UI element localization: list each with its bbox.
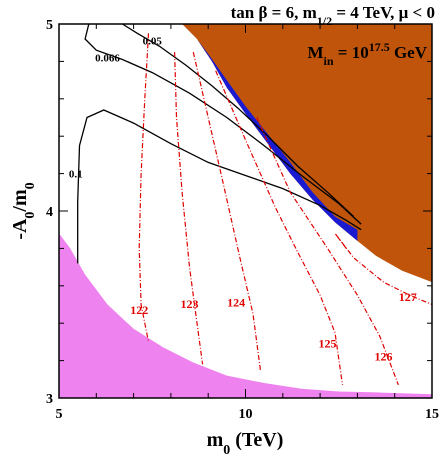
higgs-label-123: 123 — [181, 297, 199, 311]
omega-contours-layer: 0.05 0.066 0.1 — [69, 23, 362, 264]
omega-label-0-066: 0.066 — [95, 52, 120, 64]
chart-title: tan β = 6, m1/2 = 4 TeV, μ < 0 — [231, 3, 435, 28]
higgs-contour-127 — [334, 233, 433, 306]
omega-label-0-05: 0.05 — [143, 36, 163, 48]
higgs-label-122: 122 — [130, 303, 148, 317]
omega-contour-0-1 — [77, 109, 362, 264]
y-axis-label: -A0/m0 — [9, 182, 38, 239]
plot-frame — [58, 23, 433, 399]
region-blue-strip — [197, 39, 358, 241]
y-tick-label-5: 5 — [46, 18, 53, 33]
min-annotation: Min = 1017.5 GeV — [307, 40, 427, 68]
higgs-contour-125 — [215, 70, 344, 385]
y-tick-label-4: 4 — [46, 205, 53, 220]
higgs-label-124: 124 — [227, 295, 245, 309]
y-tick-label-3: 3 — [46, 392, 53, 407]
omega-label-0-1: 0.1 — [69, 168, 83, 180]
x-tick-label-10: 10 — [239, 407, 253, 422]
higgs-contours-layer: 122 123 124 125 126 127 — [130, 33, 433, 386]
higgs-label-125: 125 — [319, 337, 337, 351]
region-pink-lower — [59, 233, 432, 398]
higgs-contour-122 — [138, 33, 150, 343]
x-axis-label: m0 (TeV) — [207, 429, 284, 457]
x-tick-label-15: 15 — [425, 407, 439, 422]
higgs-contour-126 — [256, 117, 399, 386]
higgs-label-126: 126 — [375, 350, 393, 364]
omega-contour-0-05 — [122, 23, 355, 218]
higgs-label-127: 127 — [399, 290, 417, 304]
x-tick-label-5: 5 — [56, 407, 63, 422]
higgs-contour-123 — [174, 52, 204, 365]
region-brown-excluded — [182, 24, 432, 283]
regions-layer — [59, 24, 432, 398]
higgs-contour-124 — [192, 51, 261, 370]
omega-contour-0-066 — [84, 23, 362, 225]
